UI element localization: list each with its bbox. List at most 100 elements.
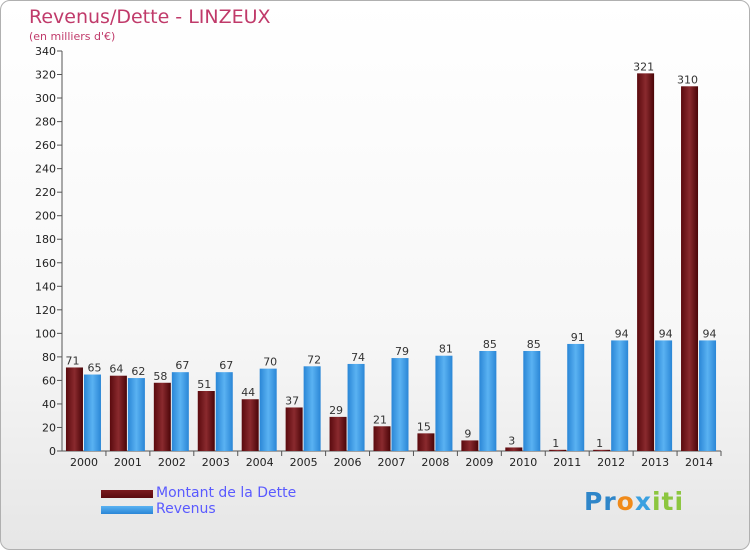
y-tick-label: 140 xyxy=(35,280,56,293)
y-tick-label: 260 xyxy=(35,139,56,152)
bar-revenus xyxy=(347,363,365,451)
x-tick-label: 2004 xyxy=(246,456,274,469)
bar-debt xyxy=(285,407,303,451)
y-tick-label: 280 xyxy=(35,116,56,129)
bar-revenus xyxy=(259,368,277,451)
logo-part-3: x xyxy=(634,487,652,516)
bar-debt xyxy=(329,416,347,451)
bar-debt xyxy=(549,449,567,451)
bar-revenus xyxy=(523,351,541,451)
proxiti-logo: Proxiti xyxy=(584,487,684,516)
x-tick-label: 2008 xyxy=(421,456,449,469)
y-tick-label: 60 xyxy=(42,374,56,387)
bar-revenus xyxy=(435,355,453,451)
bar-debt xyxy=(153,382,171,451)
y-tick-label: 160 xyxy=(35,257,56,270)
y-tick-label: 100 xyxy=(35,327,56,340)
data-label-debt: 29 xyxy=(329,404,343,417)
bar-debt xyxy=(593,449,611,451)
bar-revenus xyxy=(215,372,233,451)
legend-swatch-debt xyxy=(101,490,153,498)
data-label-debt: 58 xyxy=(153,370,167,383)
data-label-debt: 44 xyxy=(241,386,255,399)
x-tick-label: 2000 xyxy=(70,456,98,469)
bar-debt xyxy=(505,447,523,451)
x-tick-label: 2009 xyxy=(465,456,493,469)
data-label-revenus: 85 xyxy=(527,338,541,351)
bar-revenus xyxy=(171,372,189,451)
logo-part-1: Pr xyxy=(584,487,617,516)
bar-debt xyxy=(197,391,215,451)
bar-debt xyxy=(65,367,83,451)
logo-part-4: iti xyxy=(651,487,685,516)
bar-debt xyxy=(637,73,655,452)
data-label-debt: 15 xyxy=(417,420,431,433)
x-tick-label: 2002 xyxy=(158,456,186,469)
logo-part-2: o xyxy=(616,487,635,516)
y-tick-label: 80 xyxy=(42,351,56,364)
legend-label-debt: Montant de la Dette xyxy=(156,485,297,501)
bar-revenus xyxy=(655,340,673,451)
y-tick-label: 300 xyxy=(35,92,56,105)
bar-debt xyxy=(109,375,127,451)
data-label-revenus: 62 xyxy=(131,365,145,378)
data-label-debt: 310 xyxy=(677,73,698,86)
y-tick-label: 120 xyxy=(35,304,56,317)
data-label-revenus: 79 xyxy=(395,345,409,358)
bar-revenus xyxy=(567,343,585,451)
x-tick-label: 2005 xyxy=(290,456,318,469)
x-tick-label: 2012 xyxy=(597,456,625,469)
data-label-revenus: 65 xyxy=(87,362,101,375)
y-tick-label: 200 xyxy=(35,210,56,223)
bar-debt xyxy=(373,426,391,451)
data-label-debt: 1 xyxy=(596,437,603,450)
data-label-debt: 21 xyxy=(373,413,387,426)
x-tick-label: 2001 xyxy=(114,456,142,469)
bar-debt xyxy=(241,399,259,451)
data-label-revenus: 67 xyxy=(175,359,189,372)
data-label-debt: 64 xyxy=(109,363,123,376)
bar-revenus xyxy=(611,340,629,451)
data-label-revenus: 91 xyxy=(571,331,585,344)
legend-label-revenus: Revenus xyxy=(156,501,216,517)
data-label-debt: 3 xyxy=(508,434,515,447)
y-tick-label: 0 xyxy=(49,445,56,458)
y-tick-label: 180 xyxy=(35,233,56,246)
data-label-revenus: 94 xyxy=(615,327,629,340)
bar-debt xyxy=(417,433,435,451)
bar-debt xyxy=(681,86,699,451)
data-label-revenus: 85 xyxy=(483,338,497,351)
data-label-debt: 37 xyxy=(285,394,299,407)
x-tick-label: 2013 xyxy=(641,456,669,469)
x-tick-label: 2003 xyxy=(202,456,230,469)
y-tick-label: 240 xyxy=(35,163,56,176)
data-label-debt: 321 xyxy=(633,60,654,73)
data-label-revenus: 67 xyxy=(219,359,233,372)
data-label-debt: 1 xyxy=(552,437,559,450)
data-label-debt: 9 xyxy=(464,427,471,440)
data-label-revenus: 74 xyxy=(351,351,365,364)
data-label-revenus: 70 xyxy=(263,356,277,369)
data-label-debt: 71 xyxy=(65,354,79,367)
x-tick-label: 2014 xyxy=(685,456,713,469)
y-tick-label: 20 xyxy=(42,421,56,434)
x-tick-label: 2007 xyxy=(378,456,406,469)
chart-title: Revenus/Dette - LINZEUX xyxy=(29,6,271,28)
data-label-revenus: 94 xyxy=(659,327,673,340)
bar-revenus xyxy=(479,351,497,451)
y-tick-label: 40 xyxy=(42,398,56,411)
bar-debt xyxy=(461,440,479,451)
data-label-debt: 51 xyxy=(197,378,211,391)
bar-revenus xyxy=(83,374,101,451)
bar-revenus xyxy=(699,340,717,451)
data-label-revenus: 81 xyxy=(439,343,453,356)
x-tick-label: 2006 xyxy=(334,456,362,469)
bar-revenus xyxy=(391,358,409,451)
y-tick-label: 320 xyxy=(35,69,56,82)
bar-revenus xyxy=(303,366,321,451)
data-label-revenus: 72 xyxy=(307,353,321,366)
x-tick-label: 2011 xyxy=(553,456,581,469)
legend-swatch-revenus xyxy=(101,506,153,514)
